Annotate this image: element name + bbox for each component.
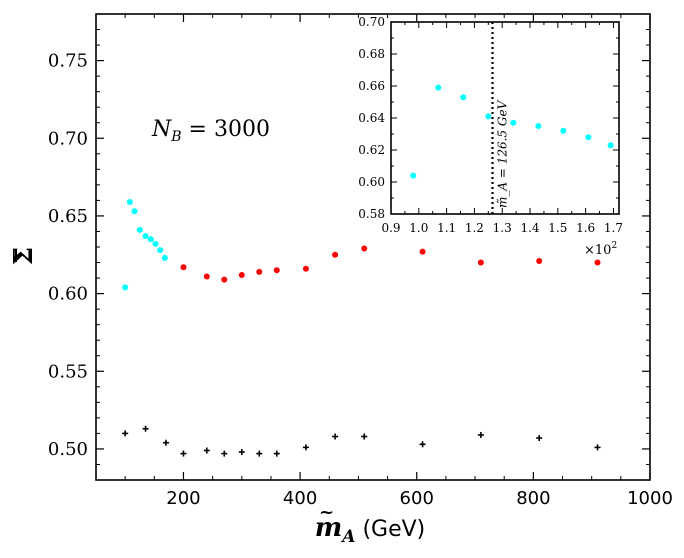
y-tick-label: 0.60 [48, 284, 88, 305]
inset-x-tick-label: 1.3 [493, 221, 512, 235]
data-point-black [238, 449, 245, 456]
inset-y-tick-label: 0.70 [358, 15, 385, 29]
data-point-black [477, 431, 484, 438]
inset-x-tick-label: 0.9 [381, 221, 400, 235]
x-tick-label: 1000 [627, 488, 673, 509]
data-point-black [221, 450, 228, 457]
inset-x-tick-label: 1.7 [604, 221, 623, 235]
data-point-red [238, 271, 245, 278]
data-point-red [302, 265, 309, 272]
data-point-black [256, 450, 263, 457]
data-point-red [221, 276, 228, 283]
data-point-black [162, 439, 169, 446]
inset-x-tick-label: 1.0 [409, 221, 428, 235]
inset-background [391, 22, 619, 214]
data-point-cyan [157, 247, 164, 254]
y-tick-label: 0.50 [48, 439, 88, 460]
main-tick-labels: 200 400 600 800 1000 0.50 0.55 0.60 0.65 0.70 0.75 [48, 51, 673, 509]
inset-data-point-cyan [485, 113, 492, 120]
data-point-cyan [131, 208, 138, 215]
data-point-black [332, 433, 339, 440]
x-tick-label: 800 [516, 488, 550, 509]
data-point-cyan [136, 226, 143, 233]
data-point-black [142, 425, 149, 432]
inset-y-tick-label: 0.58 [358, 207, 385, 221]
data-point-black [302, 444, 309, 451]
main-ticks [96, 14, 651, 480]
data-point-red [536, 257, 543, 264]
inset-tick-labels: 0.9 1.0 1.1 1.2 1.3 1.4 1.5 1.6 1.7 0.58 0.60 0.62 0… [358, 15, 623, 235]
y-tick-label: 0.55 [48, 361, 88, 382]
y-tick-label: 0.75 [48, 51, 88, 72]
data-point-black [203, 447, 210, 454]
inset-y-tick-label: 0.66 [358, 79, 385, 93]
inset-reference-line-label: m̃_A = 126.5 GeV [495, 99, 509, 208]
data-point-black [594, 444, 601, 451]
data-point-cyan [161, 254, 168, 261]
inset-ticks [390, 21, 619, 215]
x-axis-tilde: ~ [319, 502, 334, 523]
data-point-cyan [147, 236, 154, 243]
data-point-red [477, 259, 484, 266]
inset-y-tick-label: 0.68 [358, 47, 385, 61]
inset-vline: m̃_A = 126.5 GeV [491, 22, 509, 214]
inset-data-point-cyan [435, 84, 442, 91]
inset-data-point-cyan [607, 142, 614, 149]
inset-x-tick-label: 1.5 [548, 221, 567, 235]
inset-y-tick-label: 0.62 [358, 143, 385, 157]
inset-data-point-cyan [460, 94, 467, 101]
x-tick-label: 400 [283, 488, 317, 509]
inset-data-point-cyan [535, 123, 542, 129]
data-point-red [419, 248, 426, 255]
data-point-black [122, 430, 129, 437]
data-point-red [180, 264, 187, 271]
data-point-cyan [152, 240, 159, 247]
data-point-red [203, 273, 210, 280]
data-point-cyan [122, 284, 129, 291]
inset-x-tick-label: 1.2 [465, 221, 484, 235]
inset-x-tick-label: 1.4 [520, 221, 539, 235]
data-point-black [419, 441, 426, 448]
inset-data-point-cyan [585, 134, 592, 141]
data-point-black [536, 435, 543, 442]
x-axis-label: mA (GeV) [315, 513, 426, 547]
data-point-cyan [142, 233, 149, 240]
inset-x-tick-label: 1.1 [437, 221, 456, 235]
inset-points [410, 84, 614, 179]
inset-data-point-cyan [510, 119, 517, 126]
data-point-red [273, 267, 280, 274]
inset-x-tick-label: 1.6 [576, 221, 595, 235]
inset-y-tick-label: 0.64 [358, 111, 385, 125]
data-point-red [256, 268, 263, 275]
y-axis-label: Σ [9, 247, 39, 265]
data-point-black [273, 450, 280, 457]
data-point-red [332, 251, 339, 258]
x-tick-label: 200 [166, 488, 200, 509]
inset-data-point-cyan [410, 172, 417, 179]
data-point-black [180, 450, 187, 457]
data-point-red [361, 245, 368, 252]
y-tick-label: 0.65 [48, 206, 88, 227]
main-points [122, 198, 601, 457]
x-tick-label: 600 [400, 488, 434, 509]
data-point-red [594, 259, 601, 266]
inset-data-point-cyan [560, 127, 567, 134]
y-tick-label: 0.70 [48, 128, 88, 149]
inset-y-tick-label: 0.60 [358, 175, 385, 189]
annotation-nb: NB = 3000 [151, 117, 270, 145]
data-point-cyan [126, 198, 133, 205]
inset-x-multiplier: ×102 [584, 241, 617, 258]
data-point-black [361, 433, 368, 440]
